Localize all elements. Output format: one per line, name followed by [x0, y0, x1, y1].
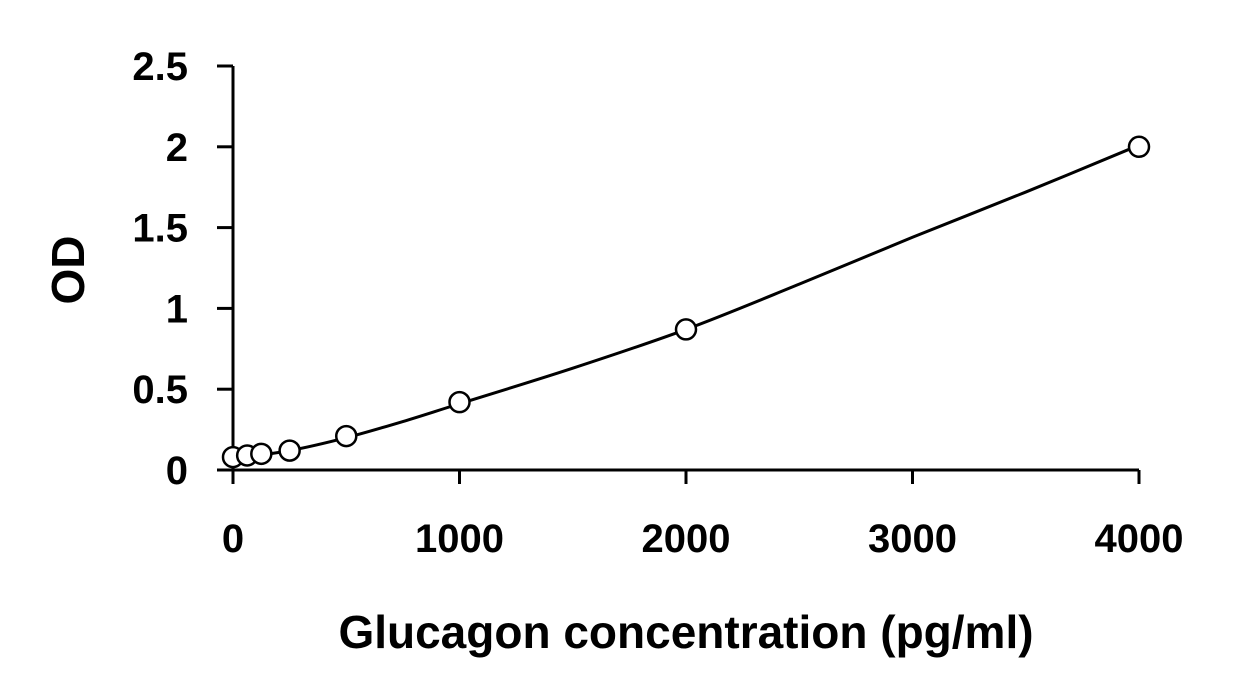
- x-axis: 0 1000 2000 3000 4000: [222, 468, 1184, 561]
- y-axis-title: OD: [42, 236, 94, 305]
- y-tick-label: 2.5: [132, 45, 188, 89]
- data-point: [250, 442, 273, 466]
- data-point: [448, 390, 471, 414]
- data-point: [674, 318, 698, 341]
- y-tick-label: 0: [166, 449, 188, 493]
- x-axis-title: Glucagon concentration (pg/ml): [338, 606, 1033, 658]
- fit-curve: [232, 143, 1140, 461]
- x-tick-label: 4000: [1095, 517, 1184, 561]
- data-point: [1127, 135, 1151, 159]
- y-tick-label: 1: [166, 287, 188, 331]
- y-tick-label: 0.5: [132, 368, 188, 412]
- data-point: [335, 424, 358, 448]
- x-tick-label: 3000: [868, 517, 957, 561]
- x-tick-label: 1000: [415, 517, 504, 561]
- x-tick-label: 0: [222, 517, 244, 561]
- data-points: [221, 135, 1151, 469]
- x-tick-label: 2000: [642, 517, 731, 561]
- data-point: [278, 439, 301, 462]
- y-axis: 0 0.5 1 1.5 2 2.5: [132, 45, 235, 493]
- y-tick-label: 2: [166, 126, 188, 170]
- y-tick-label: 1.5: [132, 207, 188, 251]
